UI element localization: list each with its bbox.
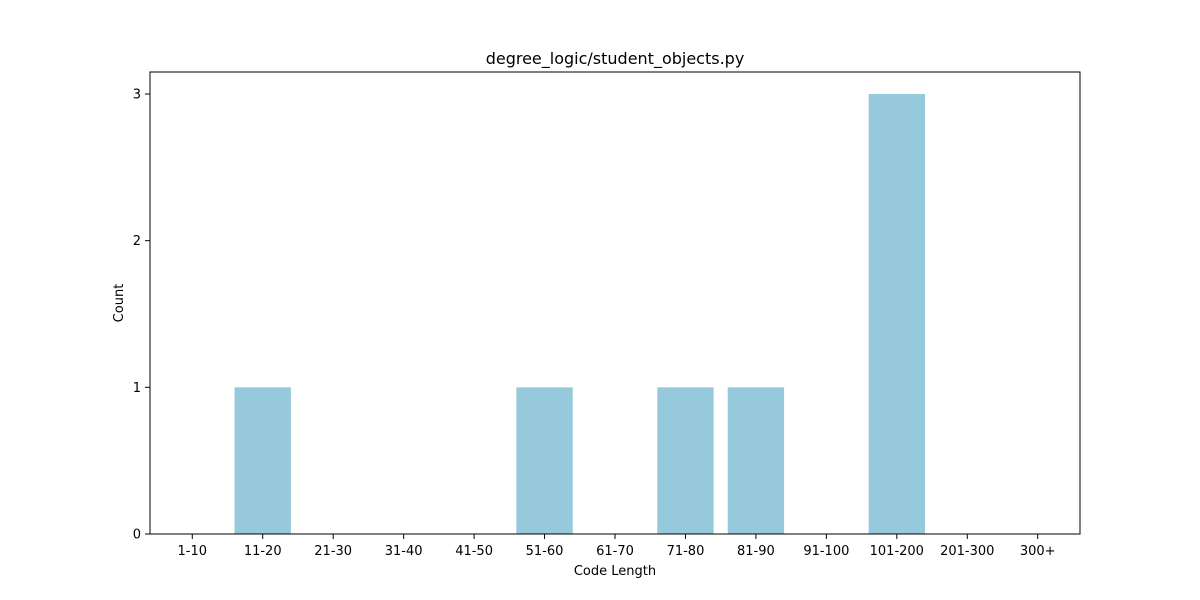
x-tick-label: 31-40 <box>385 544 423 559</box>
chart-title: degree_logic/student_objects.py <box>486 49 745 69</box>
y-tick-label: 0 <box>133 528 141 543</box>
x-tick-label: 11-20 <box>244 544 282 559</box>
y-axis-label: Count <box>112 284 127 323</box>
bar-101-200 <box>868 94 925 534</box>
bar-51-60 <box>516 387 573 534</box>
x-tick-label: 41-50 <box>455 544 493 559</box>
x-tick-label: 300+ <box>1020 544 1056 559</box>
y-tick-label: 2 <box>133 234 141 249</box>
bar-11-20 <box>234 387 291 534</box>
x-tick-label: 81-90 <box>737 544 775 559</box>
y-axis-ticks: 0 1 2 3 <box>133 88 150 543</box>
y-tick-label: 1 <box>133 381 141 396</box>
bar-71-80 <box>657 387 714 534</box>
x-tick-label: 51-60 <box>526 544 564 559</box>
x-tick-label: 21-30 <box>314 544 352 559</box>
x-tick-label: 1-10 <box>178 544 208 559</box>
x-tick-label: 61-70 <box>596 544 634 559</box>
x-tick-label: 101-200 <box>870 544 924 559</box>
x-axis-ticks: 1-10 11-20 21-30 31-40 41-50 51-60 61-70 71-80 8… <box>178 534 1056 559</box>
x-axis-label: Code Length <box>574 564 656 579</box>
y-tick-label: 3 <box>133 88 141 103</box>
bar-81-90 <box>727 387 785 534</box>
x-tick-label: 91-100 <box>803 544 849 559</box>
x-tick-label: 71-80 <box>667 544 705 559</box>
bars <box>234 94 925 534</box>
x-tick-label: 201-300 <box>940 544 994 559</box>
